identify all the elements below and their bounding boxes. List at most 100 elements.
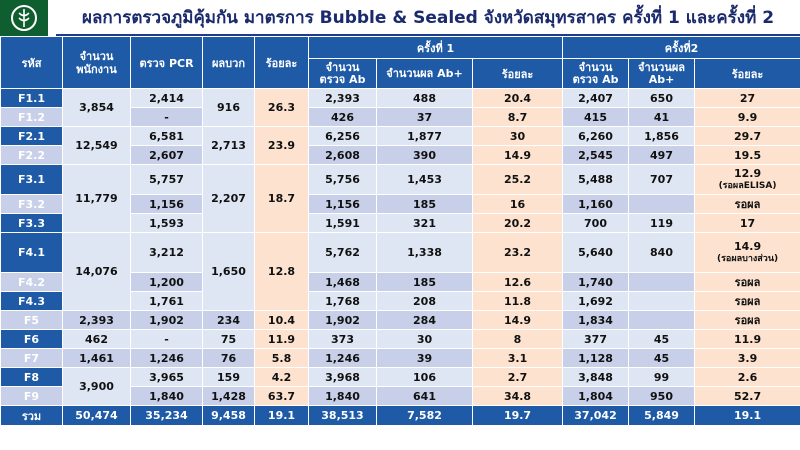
r1-ab-count: 1,468 <box>308 272 377 292</box>
r2-percent: 52.7 <box>694 386 800 406</box>
employee-count: 14,076 <box>62 232 131 311</box>
positive-percent: 23.9 <box>254 126 309 165</box>
row-code: F2.1 <box>0 126 63 146</box>
pcr-count: 1,902 <box>130 310 203 330</box>
r2-ab-count: 700 <box>562 213 630 233</box>
total-pcr: 35,234 <box>130 405 203 426</box>
employee-count: 12,549 <box>62 126 131 165</box>
row-code: F4.3 <box>0 291 63 311</box>
r2-ab-count: 2,545 <box>562 145 630 165</box>
pcr-count: 3,965 <box>130 367 203 387</box>
r1-ab-plus: 30 <box>376 329 473 349</box>
r2-ab-count: 1,692 <box>562 291 630 311</box>
employee-count: 1,461 <box>62 348 131 368</box>
r1-ab-count: 1,246 <box>308 348 377 368</box>
r1-percent: 34.8 <box>471 386 564 406</box>
r1-ab-plus: 488 <box>376 88 473 108</box>
header-r2-ab-plus: จำนวนผล Ab+ <box>628 58 696 89</box>
header-round-1: ครั้งที่ 1 <box>307 36 564 59</box>
r2-percent-note: (รอผลบางส่วน) <box>716 253 779 264</box>
r1-ab-count: 1,156 <box>308 194 377 214</box>
total-r1-ab-count: 38,513 <box>308 405 377 426</box>
r1-ab-plus: 106 <box>376 367 473 387</box>
r2-ab-count: 1,128 <box>562 348 630 368</box>
r2-percent: 9.9 <box>694 107 800 127</box>
positive-count: 76 <box>202 348 255 368</box>
total-label: รวม <box>0 405 63 426</box>
header-r1-percent: ร้อยละ <box>471 58 564 89</box>
positive-percent: 18.7 <box>254 164 309 233</box>
total-r1-percent: 19.7 <box>471 405 564 426</box>
r1-ab-plus: 1,453 <box>376 164 473 195</box>
ministry-logo-icon <box>11 5 37 31</box>
r1-ab-plus: 185 <box>376 272 473 292</box>
r1-ab-plus: 185 <box>376 194 473 214</box>
r1-ab-count: 1,840 <box>308 386 377 406</box>
total-r2-percent: 19.1 <box>694 405 800 426</box>
positive-count: 234 <box>202 310 255 330</box>
r2-percent-note: (รอผลELISA) <box>718 180 777 191</box>
r2-ab-plus <box>628 272 696 292</box>
positive-count: 159 <box>202 367 255 387</box>
header-round-2: ครั้งที่2 <box>562 36 800 59</box>
r1-percent: 20.2 <box>471 213 564 233</box>
row-code: F7 <box>0 348 63 368</box>
header-pcr: ตรวจ PCR <box>130 36 203 89</box>
total-r1-ab-plus: 7,582 <box>376 405 473 426</box>
r2-ab-plus <box>628 194 696 214</box>
r2-ab-count: 1,804 <box>562 386 630 406</box>
r1-ab-plus: 37 <box>376 107 473 127</box>
employee-count: 2,393 <box>62 310 131 330</box>
r2-percent: 11.9 <box>694 329 800 349</box>
pcr-count: 1,593 <box>130 213 203 233</box>
header-r2-percent: ร้อยละ <box>694 58 800 89</box>
r2-ab-count: 5,640 <box>562 232 630 273</box>
r2-ab-plus <box>628 291 696 311</box>
pcr-count: 1,246 <box>130 348 203 368</box>
positive-percent: 4.2 <box>254 367 309 387</box>
r1-ab-count: 6,256 <box>308 126 377 146</box>
r2-ab-count: 377 <box>562 329 630 349</box>
r2-percent-value: 14.9 <box>733 239 762 253</box>
employee-count: 3,900 <box>62 367 131 406</box>
positive-percent: 63.7 <box>254 386 309 406</box>
r2-percent: 27 <box>694 88 800 108</box>
r2-ab-count: 2,407 <box>562 88 630 108</box>
row-code: F3.2 <box>0 194 63 214</box>
r2-percent: รอผล <box>694 310 800 330</box>
r2-percent: 19.5 <box>694 145 800 165</box>
r1-ab-count: 5,756 <box>308 164 377 195</box>
header-code: รหัส <box>0 36 63 89</box>
r2-ab-count: 1,740 <box>562 272 630 292</box>
r1-ab-count: 1,768 <box>308 291 377 311</box>
r2-ab-count: 1,834 <box>562 310 630 330</box>
r2-ab-plus: 119 <box>628 213 696 233</box>
header-percent: ร้อยละ <box>254 36 309 89</box>
r2-ab-plus: 650 <box>628 88 696 108</box>
r2-percent-value: 12.9 <box>733 166 762 180</box>
r1-ab-count: 1,902 <box>308 310 377 330</box>
r1-ab-count: 373 <box>308 329 377 349</box>
pcr-count: 6,581 <box>130 126 203 146</box>
r1-percent: 20.4 <box>471 88 564 108</box>
r1-ab-plus: 641 <box>376 386 473 406</box>
r2-ab-count: 415 <box>562 107 630 127</box>
r1-ab-count: 426 <box>308 107 377 127</box>
title-bar: ผลการตรวจภูมิคุ้มกัน มาตรการ Bubble & Se… <box>0 0 800 36</box>
total-r2-ab-plus: 5,849 <box>628 405 696 426</box>
row-code: F2.2 <box>0 145 63 165</box>
r1-percent: 23.2 <box>471 232 564 273</box>
header-r2-ab-count: จำนวน ตรวจ Ab <box>562 58 630 89</box>
pcr-count: 2,414 <box>130 88 203 108</box>
r1-percent: 25.2 <box>471 164 564 195</box>
r2-percent: 2.6 <box>694 367 800 387</box>
r2-ab-plus: 1,856 <box>628 126 696 146</box>
r1-percent: 16 <box>471 194 564 214</box>
positive-percent: 10.4 <box>254 310 309 330</box>
positive-count: 2,207 <box>202 164 255 233</box>
row-code: F8 <box>0 367 63 387</box>
total-percent: 19.1 <box>254 405 309 426</box>
row-code: F3.3 <box>0 213 63 233</box>
r2-percent: 12.9 (รอผลELISA) <box>694 164 800 195</box>
r2-ab-plus: 45 <box>628 329 696 349</box>
